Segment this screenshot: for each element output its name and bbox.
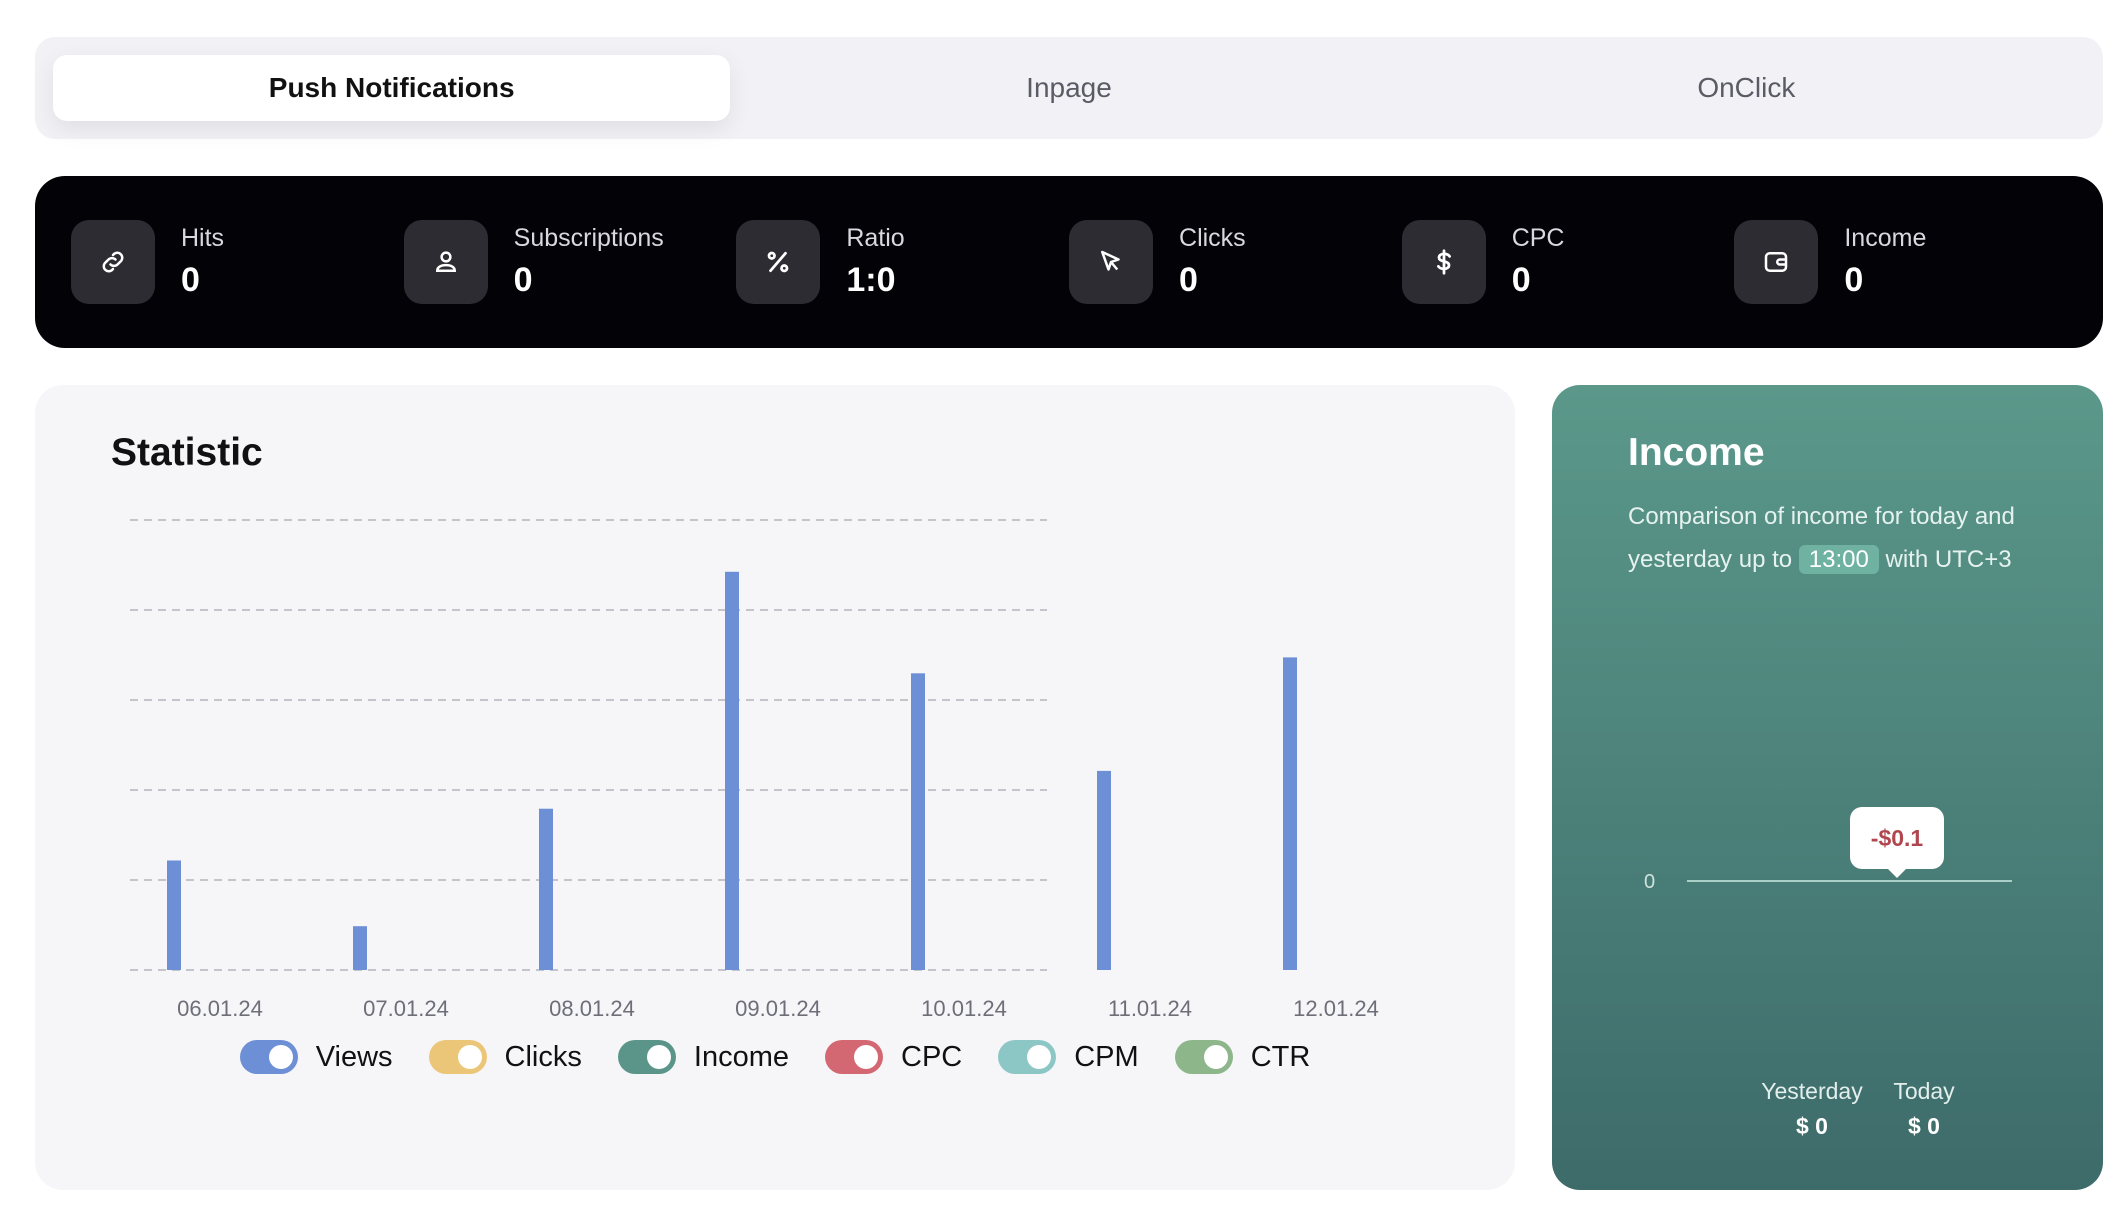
toggle-views[interactable]: [239, 1040, 298, 1074]
legend-item-cpm[interactable]: CPM: [998, 1040, 1139, 1074]
stat-label: Ratio: [846, 224, 905, 252]
income-card: Income Comparison of income for today an…: [1552, 385, 2103, 1190]
stat-label: Hits: [181, 224, 225, 252]
x-tick-label: 10.01.24: [921, 996, 1007, 1021]
chart-bar[interactable]: [725, 571, 739, 970]
toggle-cpm[interactable]: [998, 1040, 1057, 1074]
toggle-cpc[interactable]: [825, 1040, 883, 1074]
legend-item-views[interactable]: Views: [239, 1040, 393, 1074]
x-tick-label: 06.01.24: [177, 996, 263, 1021]
x-tick-label: 08.01.24: [549, 996, 635, 1021]
dollar-icon: [1401, 220, 1486, 304]
toggle-ctr[interactable]: [1174, 1040, 1233, 1074]
yesterday-value: $ 0: [1796, 1113, 1828, 1139]
legend-item-cpc[interactable]: CPC: [825, 1040, 962, 1074]
stat-hits: Hits 0: [71, 220, 404, 304]
stat-income: Income 0: [1734, 220, 2067, 304]
chart-bar[interactable]: [1097, 770, 1111, 970]
x-tick-label: 09.01.24: [735, 996, 821, 1021]
chart-bar[interactable]: [539, 808, 553, 970]
stat-value: 0: [513, 261, 533, 299]
income-title: Income: [1628, 431, 1765, 474]
toggle-clicks[interactable]: [428, 1040, 487, 1074]
percent-icon: [736, 220, 821, 304]
legend-label: Views: [315, 1040, 393, 1073]
income-chart: [1687, 880, 2012, 882]
chart-bar[interactable]: [1283, 657, 1297, 970]
compare-today: Today $ 0: [1874, 1078, 1974, 1140]
tab-onclick[interactable]: OnClick: [1697, 72, 1796, 103]
today-value: $ 0: [1908, 1113, 1940, 1139]
legend-item-clicks[interactable]: Clicks: [428, 1040, 582, 1074]
stat-value: 0: [1511, 261, 1531, 299]
legend-item-income[interactable]: Income: [617, 1040, 789, 1074]
income-tooltip: -$0.1: [1850, 807, 1944, 878]
tab-bar: Push Notifications Inpage OnClick: [35, 37, 2103, 139]
legend-label: CTR: [1250, 1040, 1311, 1073]
statistic-card: Statistic 06.01.24 07.01.24 08.01.24 09.01.…: [35, 385, 1515, 1190]
chart-bar[interactable]: [353, 926, 367, 970]
stats-bar: Hits 0 Subscriptions 0 Ratio 1:0: [35, 176, 2103, 348]
chart-legend: Views Clicks Income CPC CPM CTR: [35, 1040, 1515, 1074]
stat-value: 0: [1844, 261, 1864, 299]
chart-bar[interactable]: [167, 860, 181, 970]
stat-label: Income: [1844, 224, 1927, 252]
legend-label: Clicks: [504, 1040, 582, 1073]
time-chip: 13:00: [1798, 545, 1879, 574]
user-icon: [403, 220, 488, 304]
stat-clicks: Clicks 0: [1069, 220, 1402, 304]
link-icon: [71, 220, 155, 304]
chart-bar[interactable]: [911, 673, 925, 970]
legend-label: Income: [693, 1040, 789, 1073]
stat-label: Subscriptions: [513, 224, 664, 252]
stat-cpc: CPC 0: [1401, 220, 1735, 304]
toggle-income[interactable]: [617, 1040, 676, 1074]
x-tick-label: 07.01.24: [363, 996, 449, 1021]
stat-value: 0: [1179, 261, 1198, 299]
income-description: Comparison of income for today and yeste…: [1628, 495, 2048, 581]
wallet-icon: [1734, 220, 1819, 304]
x-tick-label: 12.01.24: [1293, 996, 1379, 1021]
yesterday-label: Yesterday: [1761, 1078, 1863, 1104]
statistic-chart: 06.01.24 07.01.24 08.01.24 09.01.24 10.01.24…: [130, 519, 1379, 1021]
income-desc-before: Comparison of income for today and yeste…: [1628, 503, 2015, 573]
tab-inpage[interactable]: Inpage: [1026, 72, 1112, 103]
legend-label: CPM: [1074, 1040, 1139, 1073]
legend-label: CPC: [901, 1040, 963, 1073]
stat-label: CPC: [1511, 224, 1565, 252]
statistic-title: Statistic: [111, 431, 263, 474]
stat-label: Clicks: [1179, 224, 1246, 252]
stat-value: 1:0: [846, 261, 896, 299]
stat-subscriptions: Subscriptions 0: [403, 220, 737, 304]
tab-push-notifications[interactable]: Push Notifications: [53, 55, 731, 121]
compare-yesterday: Yesterday $ 0: [1742, 1078, 1882, 1140]
legend-item-ctr[interactable]: CTR: [1174, 1040, 1311, 1074]
income-desc-after: with UTC+3: [1885, 546, 2012, 573]
stat-ratio: Ratio 1:0: [736, 220, 1069, 304]
cursor-icon: [1069, 220, 1154, 304]
stat-value: 0: [181, 261, 200, 299]
today-label: Today: [1893, 1078, 1955, 1104]
x-tick-label: 11.01.24: [1108, 996, 1192, 1021]
income-axis-zero: 0: [1644, 871, 1656, 893]
